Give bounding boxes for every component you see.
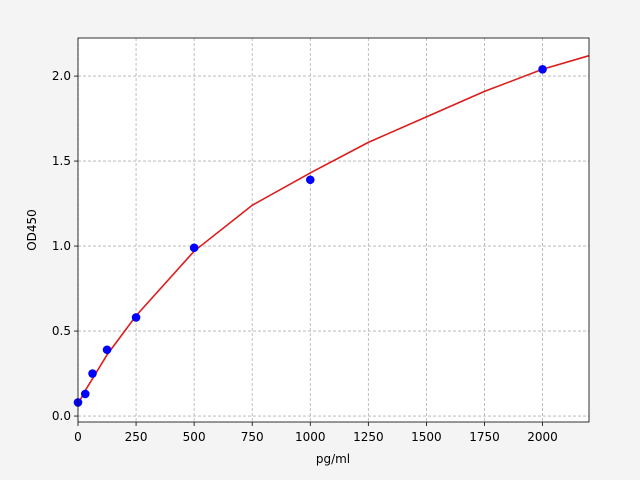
- data-point: [88, 369, 97, 378]
- data-point: [305, 175, 315, 185]
- x-axis-label: pg/ml: [316, 452, 350, 466]
- x-tick-label: 500: [183, 430, 206, 444]
- data-point: [80, 389, 90, 399]
- y-tick-label: 1.0: [52, 239, 71, 253]
- y-tick-label: 0.0: [52, 409, 71, 423]
- x-tick-label: 1750: [469, 430, 500, 444]
- data-point: [131, 313, 141, 322]
- fit-curve: [77, 54, 590, 405]
- x-tick-label: 250: [125, 430, 148, 444]
- axes-frame: [77, 37, 590, 423]
- x-tick-label: 750: [241, 430, 264, 444]
- data-point: [189, 243, 199, 253]
- y-tick-label: 1.5: [52, 154, 71, 168]
- y-axis-label: OD450: [25, 209, 39, 251]
- y-tick-label: 2.0: [52, 69, 71, 83]
- y-tick-label: 0.5: [52, 324, 71, 338]
- x-tick-label: 2000: [527, 430, 558, 444]
- x-tick-label: 1500: [411, 430, 442, 444]
- data-point: [538, 64, 547, 74]
- data-point: [102, 345, 112, 355]
- plot-area: [78, 38, 589, 422]
- x-tick-label: 1000: [295, 430, 326, 444]
- x-tick-label: 1250: [353, 430, 384, 444]
- x-tick-label: 0: [74, 430, 82, 444]
